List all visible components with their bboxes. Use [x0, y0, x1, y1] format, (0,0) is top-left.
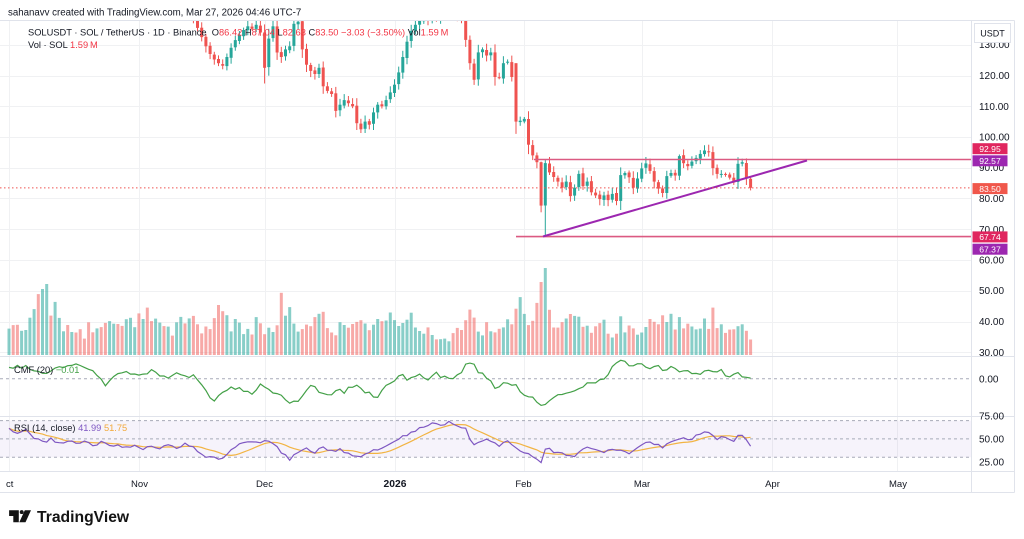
svg-text:75.00: 75.00 — [979, 412, 1004, 423]
svg-text:67.74: 67.74 — [979, 232, 1001, 242]
svg-text:70.00: 70.00 — [979, 225, 1004, 236]
svg-text:USDT: USDT — [980, 29, 1005, 39]
svg-text:92.95: 92.95 — [979, 144, 1001, 154]
svg-text:50.00: 50.00 — [979, 286, 1004, 297]
svg-text:Nov: Nov — [131, 479, 148, 490]
svg-text:RSI (14, close) 41.99 51.75: RSI (14, close) 41.99 51.75 — [14, 423, 127, 433]
svg-text:120.00: 120.00 — [979, 71, 1010, 82]
svg-text:30.00: 30.00 — [979, 348, 1004, 359]
svg-text:67.37: 67.37 — [979, 244, 1001, 254]
svg-text:SOLUSDT · SOL / TetherUS · 1D: SOLUSDT · SOL / TetherUS · 1D · Binance … — [28, 27, 448, 37]
svg-text:Dec: Dec — [256, 479, 273, 490]
svg-text:Mar: Mar — [634, 479, 650, 490]
svg-text:Apr: Apr — [765, 479, 780, 490]
svg-text:0.00: 0.00 — [979, 374, 999, 385]
svg-text:2026: 2026 — [384, 479, 407, 490]
svg-text:25.00: 25.00 — [979, 457, 1004, 468]
svg-text:50.00: 50.00 — [979, 434, 1004, 445]
svg-text:ct: ct — [6, 479, 14, 490]
svg-text:TradingView: TradingView — [37, 509, 130, 526]
svg-text:100.00: 100.00 — [979, 133, 1010, 144]
svg-text:Feb: Feb — [515, 479, 531, 490]
svg-text:May: May — [889, 479, 907, 490]
svg-text:CMF (20) −0.01: CMF (20) −0.01 — [14, 365, 79, 375]
svg-text:83.50: 83.50 — [979, 184, 1001, 194]
svg-text:Vol · SOL 1.59 M: Vol · SOL 1.59 M — [28, 40, 98, 50]
svg-text:130.00: 130.00 — [979, 40, 1010, 51]
svg-text:60.00: 60.00 — [979, 256, 1004, 267]
svg-text:80.00: 80.00 — [979, 194, 1004, 205]
svg-text:sahanavv created with TradingV: sahanavv created with TradingView.com, M… — [8, 8, 301, 19]
svg-text:92.57: 92.57 — [979, 156, 1001, 166]
svg-text:90.00: 90.00 — [979, 163, 1004, 174]
svg-text:110.00: 110.00 — [979, 102, 1009, 113]
svg-text:40.00: 40.00 — [979, 317, 1004, 328]
